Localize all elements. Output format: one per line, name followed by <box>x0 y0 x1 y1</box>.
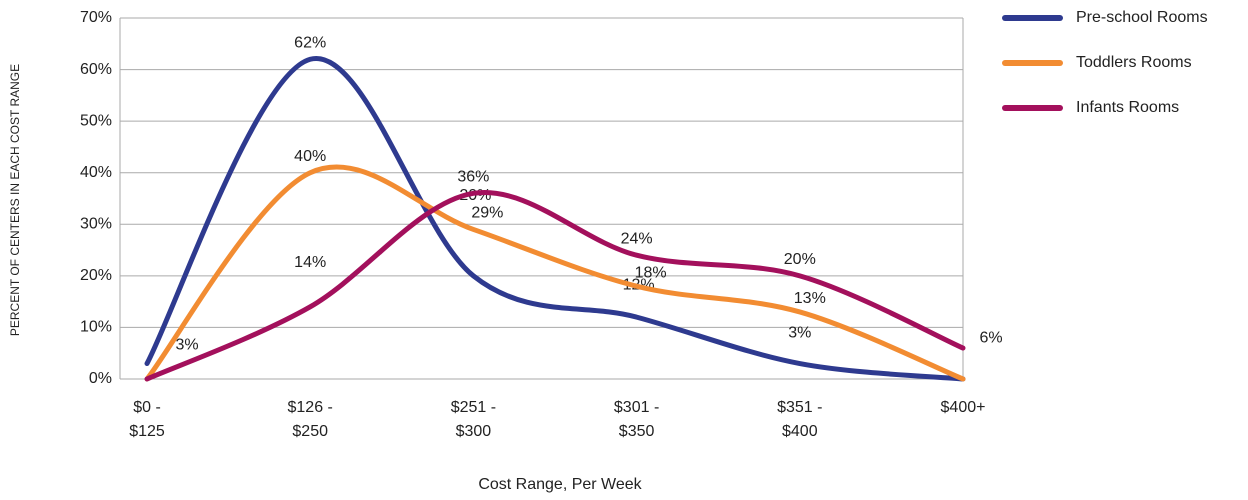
y-tick-label: 60% <box>80 61 112 78</box>
legend-label: Infants Rooms <box>1076 99 1179 116</box>
data-label: 40% <box>294 148 326 165</box>
data-label: 18% <box>635 264 667 281</box>
data-label: 62% <box>294 34 326 51</box>
y-tick-label: 20% <box>80 267 112 284</box>
series-line <box>144 164 966 382</box>
y-tick-label: 70% <box>80 9 112 26</box>
y-tick-label: 50% <box>80 112 112 129</box>
data-label: 14% <box>294 254 326 271</box>
series-line <box>144 189 966 382</box>
data-label: 3% <box>175 337 198 354</box>
data-label: 20% <box>784 251 816 268</box>
x-tick-label: $126 - $250 <box>287 399 333 440</box>
y-tick-label: 30% <box>80 216 112 233</box>
x-tick-label: $301 - $350 <box>613 399 660 440</box>
y-tick-label: 0% <box>89 370 112 387</box>
data-label: 24% <box>621 230 653 247</box>
data-label: 29% <box>471 205 503 222</box>
legend-label: Pre-school Rooms <box>1076 9 1208 26</box>
x-tick-label: $351 - $400 <box>777 399 823 440</box>
y-axis-label: PERCENT OF CENTERS IN EACH COST RANGE <box>8 64 22 336</box>
data-label: 13% <box>794 290 826 307</box>
legend-label: Toddlers Rooms <box>1076 54 1192 71</box>
data-label: 3% <box>788 325 811 342</box>
y-tick-label: 10% <box>80 319 112 336</box>
y-tick-label: 40% <box>80 164 112 181</box>
x-tick-label: $0 - $125 <box>129 399 165 440</box>
x-tick-label: $251 - $300 <box>450 399 497 440</box>
data-label: 36% <box>457 169 489 186</box>
x-axis-label: Cost Range, Per Week <box>478 476 642 493</box>
x-tick-label: $400+ <box>940 399 986 416</box>
data-label: 6% <box>979 329 1002 346</box>
series-line <box>144 56 966 382</box>
